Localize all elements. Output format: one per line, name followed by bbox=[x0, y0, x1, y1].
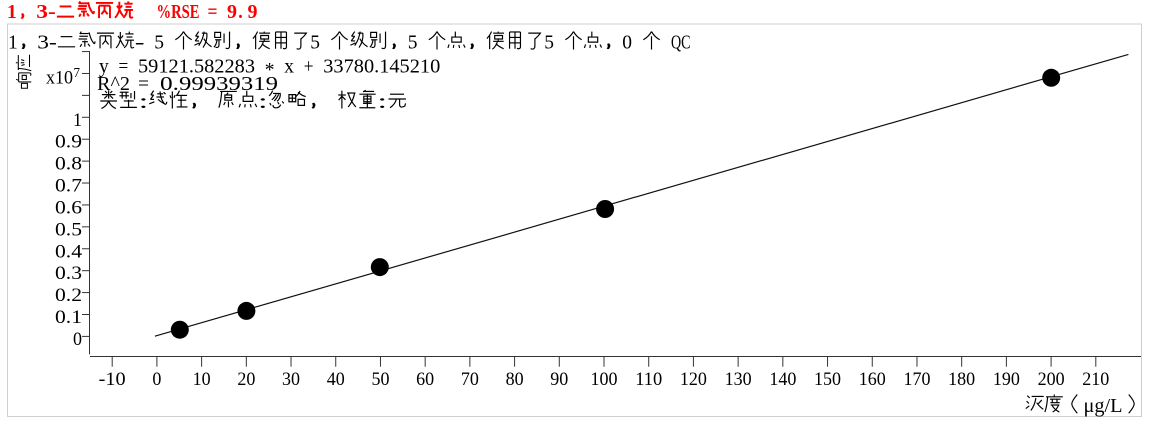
svg-text:3-: 3- bbox=[36, 2, 56, 23]
svg-text:10: 10 bbox=[193, 369, 211, 390]
svg-text:0.8: 0.8 bbox=[55, 154, 82, 175]
svg-text:0.9: 0.9 bbox=[55, 132, 82, 153]
svg-text::: : bbox=[139, 92, 149, 113]
svg-text:80: 80 bbox=[506, 369, 524, 390]
svg-text:0.6: 0.6 bbox=[55, 197, 82, 218]
svg-text:150: 150 bbox=[814, 369, 841, 390]
svg-text:0.4: 0.4 bbox=[55, 241, 83, 262]
svg-text:0.2: 0.2 bbox=[55, 285, 82, 306]
svg-text:x: x bbox=[284, 56, 294, 77]
svg-text:200: 200 bbox=[1038, 369, 1065, 390]
svg-text:5: 5 bbox=[154, 33, 164, 54]
svg-text:*: * bbox=[265, 60, 275, 81]
svg-text:33780.145210: 33780.145210 bbox=[323, 56, 440, 77]
svg-text:20: 20 bbox=[237, 369, 255, 390]
svg-text:210: 210 bbox=[1082, 369, 1109, 390]
svg-text:5: 5 bbox=[310, 33, 320, 54]
svg-text:=: = bbox=[208, 2, 218, 23]
svg-text:-: - bbox=[135, 33, 145, 54]
svg-text:99939319: 99939319 bbox=[179, 74, 278, 95]
svg-text:120: 120 bbox=[680, 369, 707, 390]
svg-text:90: 90 bbox=[550, 369, 568, 390]
svg-text:0.: 0. bbox=[160, 74, 179, 95]
svg-text:QC: QC bbox=[671, 33, 691, 54]
svg-text:0.7: 0.7 bbox=[55, 176, 82, 197]
svg-text:R^2: R^2 bbox=[97, 74, 130, 95]
svg-text:1: 1 bbox=[73, 110, 82, 131]
svg-text::: : bbox=[258, 92, 268, 113]
svg-text:=: = bbox=[119, 56, 129, 77]
svg-text:.: . bbox=[238, 2, 243, 23]
svg-text:59121.582283: 59121.582283 bbox=[138, 56, 255, 77]
svg-text:50: 50 bbox=[371, 369, 389, 390]
svg-text:=: = bbox=[138, 74, 149, 95]
svg-text:40: 40 bbox=[327, 369, 345, 390]
svg-text:1: 1 bbox=[8, 33, 18, 54]
svg-text:μg/L: μg/L bbox=[1084, 396, 1123, 417]
svg-text:1: 1 bbox=[7, 2, 17, 23]
svg-text:5: 5 bbox=[544, 33, 554, 54]
svg-text:y: y bbox=[99, 56, 109, 77]
svg-text:-10: -10 bbox=[99, 369, 126, 390]
svg-text::: : bbox=[377, 92, 387, 113]
svg-text:160: 160 bbox=[859, 369, 886, 390]
svg-text:140: 140 bbox=[769, 369, 796, 390]
svg-text:60: 60 bbox=[416, 369, 434, 390]
svg-text:30: 30 bbox=[282, 369, 300, 390]
svg-text:5: 5 bbox=[408, 33, 418, 54]
svg-text:0.3: 0.3 bbox=[55, 263, 82, 284]
svg-text:180: 180 bbox=[948, 369, 975, 390]
svg-text:%RSE: %RSE bbox=[157, 2, 200, 23]
svg-text:0: 0 bbox=[73, 329, 82, 350]
svg-text:110: 110 bbox=[635, 369, 662, 390]
svg-text:100: 100 bbox=[591, 369, 618, 390]
svg-text:130: 130 bbox=[725, 369, 752, 390]
svg-text:70: 70 bbox=[461, 369, 479, 390]
svg-text:0.5: 0.5 bbox=[55, 219, 82, 240]
svg-text:x10: x10 bbox=[46, 68, 73, 89]
svg-text:0: 0 bbox=[622, 33, 632, 54]
svg-text:3-: 3- bbox=[37, 33, 57, 54]
svg-text:7: 7 bbox=[74, 65, 81, 80]
svg-text:9: 9 bbox=[248, 2, 258, 23]
svg-text:9: 9 bbox=[227, 2, 237, 23]
svg-text:170: 170 bbox=[903, 369, 930, 390]
svg-text:0: 0 bbox=[152, 369, 161, 390]
svg-text:190: 190 bbox=[993, 369, 1020, 390]
svg-text:0.1: 0.1 bbox=[55, 307, 82, 328]
svg-text:+: + bbox=[304, 56, 314, 77]
